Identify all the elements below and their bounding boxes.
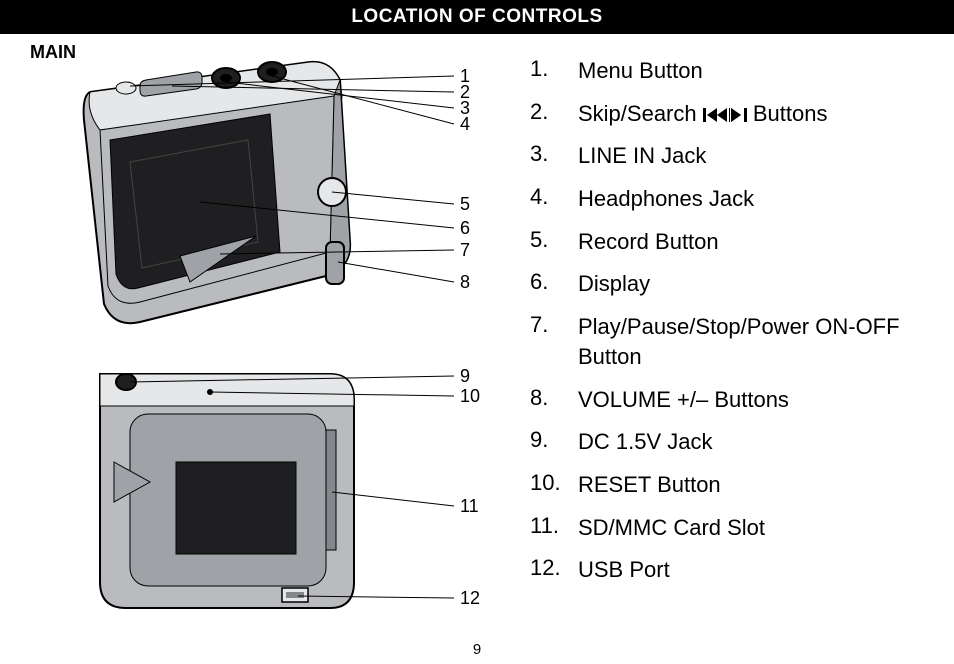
device-diagram: 1 2 3 4 5 6 7 8 9 10 11 12 (30, 52, 490, 632)
list-num: 6. (530, 269, 578, 295)
list-text-after: Buttons (747, 101, 828, 126)
list-item: 5.Record Button (530, 227, 930, 257)
list-item: 2. Skip/Search Buttons (530, 99, 930, 129)
list-num: 3. (530, 141, 578, 167)
page-number: 9 (0, 641, 954, 658)
list-num: 10. (530, 470, 578, 496)
list-item: 3.LINE IN Jack (530, 141, 930, 171)
list-text: Skip/Search Buttons (578, 99, 930, 129)
list-text: Headphones Jack (578, 184, 930, 214)
list-item: 1.Menu Button (530, 56, 930, 86)
callout-5: 5 (460, 194, 470, 215)
list-text: Menu Button (578, 56, 930, 86)
callout-7: 7 (460, 240, 470, 261)
callout-11: 11 (460, 496, 479, 517)
list-text: Record Button (578, 227, 930, 257)
list-num: 9. (530, 427, 578, 453)
list-num: 5. (530, 227, 578, 253)
callout-10: 10 (460, 386, 480, 407)
list-num: 4. (530, 184, 578, 210)
callout-6: 6 (460, 218, 470, 239)
list-item: 12.USB Port (530, 555, 930, 585)
list-text: USB Port (578, 555, 930, 585)
list-num: 7. (530, 312, 578, 338)
header-title-bar: LOCATION OF CONTROLS (0, 0, 954, 34)
list-item: 10.RESET Button (530, 470, 930, 500)
list-num: 1. (530, 56, 578, 82)
list-num: 11. (530, 513, 578, 539)
callout-8: 8 (460, 272, 470, 293)
list-num: 12. (530, 555, 578, 581)
list-text: SD/MMC Card Slot (578, 513, 930, 543)
list-item: 6.Display (530, 269, 930, 299)
list-text: RESET Button (578, 470, 930, 500)
list-item: 9.DC 1.5V Jack (530, 427, 930, 457)
list-text: VOLUME +/– Buttons (578, 385, 930, 415)
list-item: 11.SD/MMC Card Slot (530, 513, 930, 543)
list-item: 8.VOLUME +/– Buttons (530, 385, 930, 415)
device-illustration-svg (30, 52, 490, 632)
list-text: Play/Pause/Stop/Power ON-OFF Button (578, 312, 930, 371)
list-item: 7.Play/Pause/Stop/Power ON-OFF Button (530, 312, 930, 371)
list-text: LINE IN Jack (578, 141, 930, 171)
list-text-before: Skip/Search (578, 101, 703, 126)
callout-9: 9 (460, 366, 470, 387)
list-text: Display (578, 269, 930, 299)
header-title: LOCATION OF CONTROLS (351, 6, 602, 27)
callout-4: 4 (460, 114, 470, 135)
controls-list: 1.Menu Button 2. Skip/Search Buttons 3.L… (530, 56, 930, 598)
list-num: 2. (530, 99, 578, 125)
list-num: 8. (530, 385, 578, 411)
list-item: 4.Headphones Jack (530, 184, 930, 214)
callout-12: 12 (460, 588, 480, 609)
skip-search-icon (703, 101, 747, 126)
list-text: DC 1.5V Jack (578, 427, 930, 457)
